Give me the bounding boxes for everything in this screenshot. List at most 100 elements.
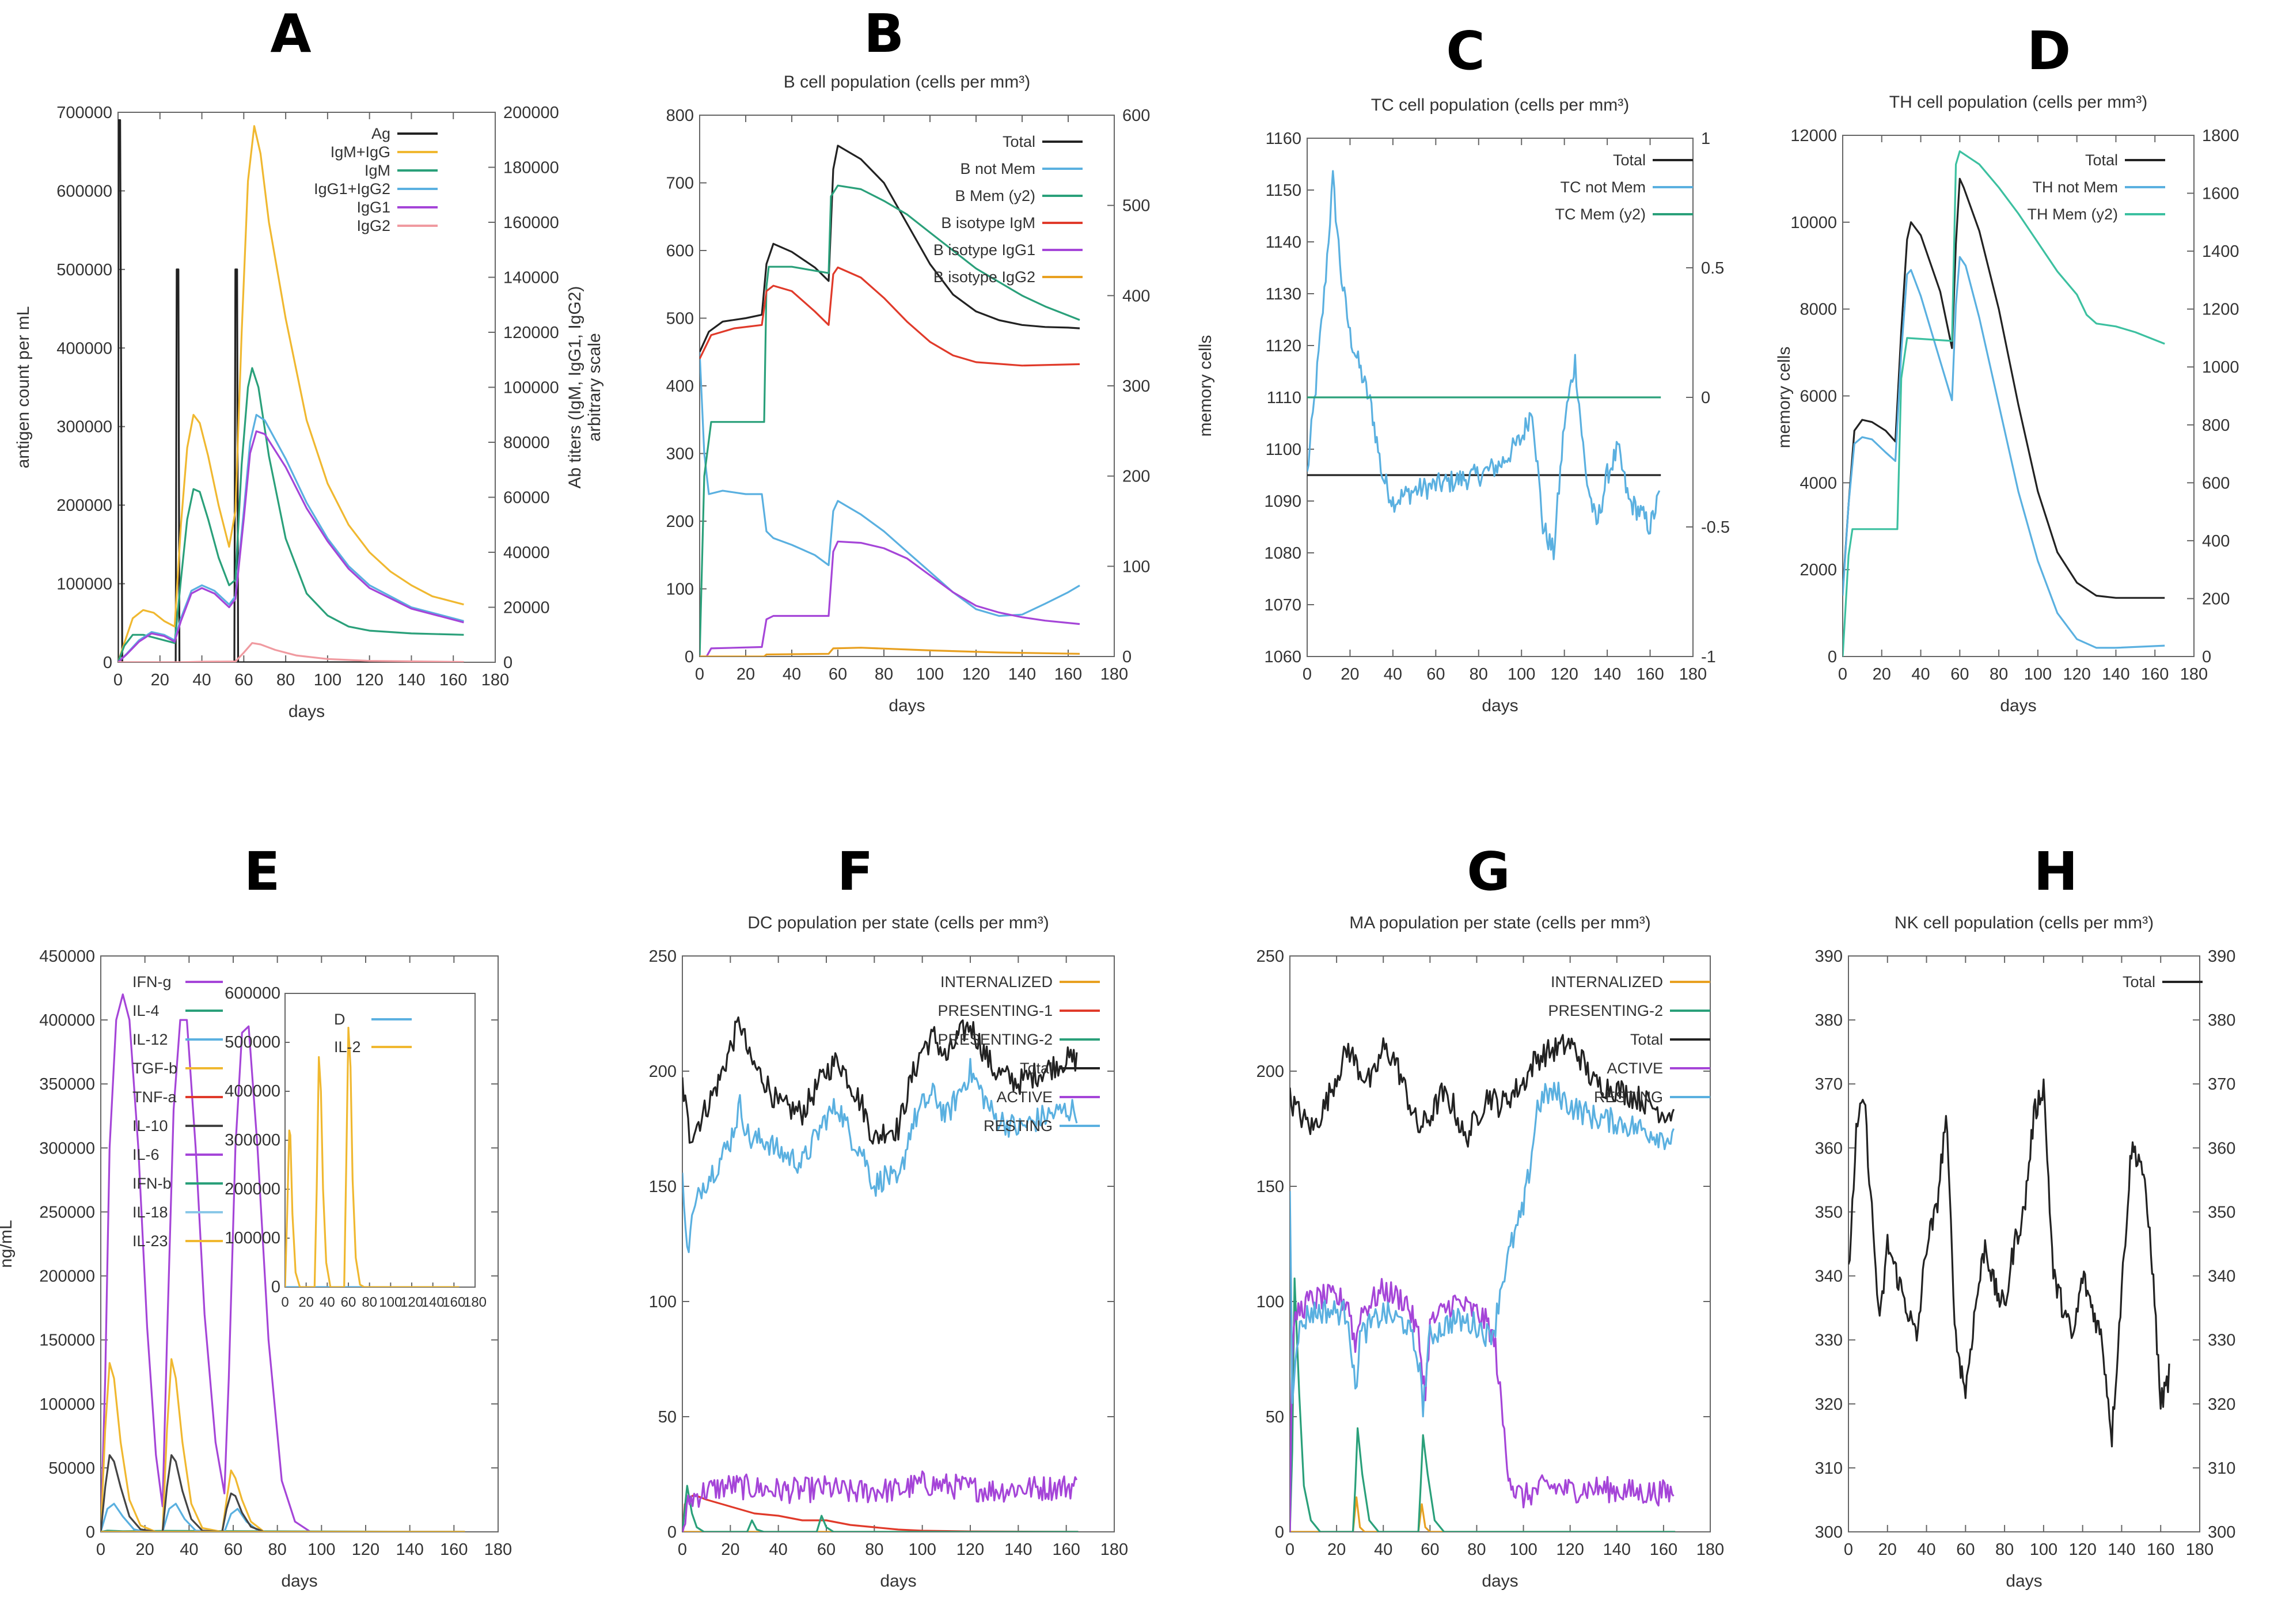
y-tick-label: 10000	[1790, 214, 1837, 232]
x-tick-label: 0	[96, 1540, 105, 1559]
y2-tick-label: 1000	[2202, 358, 2239, 377]
x-tick-label: 40	[1384, 665, 1402, 684]
y2-axis-label: memory cells	[1775, 347, 1794, 449]
y-tick-label: 350000	[39, 1075, 95, 1094]
x-tick-label: 100	[908, 1540, 936, 1559]
x-axis-label: days	[880, 1572, 916, 1591]
inset-x-tick-label: 160	[442, 1295, 465, 1310]
legend-label: PRESENTING-2	[1548, 1002, 1663, 1019]
y-tick-label: 310	[1815, 1459, 1843, 1478]
legend-label: IgG1	[356, 199, 390, 216]
y-tick-label: 200	[666, 513, 694, 531]
y2-tick-label: 380	[2208, 1011, 2235, 1030]
y-tick-label: 2000	[1800, 561, 1837, 579]
legend-label: IL-4	[132, 1002, 160, 1019]
y-tick-label: 300000	[56, 418, 112, 437]
x-tick-label: 120	[2063, 665, 2090, 684]
x-tick-label: 60	[1950, 665, 1969, 684]
x-tick-label: 80	[1990, 665, 2008, 684]
y2-tick-label: 200000	[503, 104, 559, 122]
y2-tick-label: 140000	[503, 269, 559, 287]
x-tick-label: 0	[678, 1540, 687, 1559]
x-tick-label: 160	[439, 671, 467, 689]
y-tick-label: 400000	[56, 339, 112, 358]
panel-title: TH cell population (cells per mm³)	[1889, 93, 2147, 112]
y-axis-label: ng/mL	[0, 1220, 16, 1268]
x-tick-label: 60	[817, 1540, 836, 1559]
legend-label: TNF-a	[132, 1088, 177, 1106]
series-line-b-isotype-igg2	[700, 647, 1080, 657]
x-axis-label: days	[281, 1572, 317, 1591]
series-line-igm-igg	[118, 125, 464, 662]
x-tick-label: 40	[783, 665, 801, 684]
panel-letter-c: C	[1446, 20, 1485, 82]
legend-label: B isotype IgG1	[933, 241, 1035, 259]
inset-legend-label: D	[334, 1011, 346, 1028]
panel-title: NK cell population (cells per mm³)	[1895, 913, 2154, 932]
x-tick-label: 60	[1426, 665, 1445, 684]
y2-tick-label: 1200	[2202, 301, 2239, 319]
y-tick-label: 250	[1256, 947, 1284, 966]
y2-tick-label: 1600	[2202, 185, 2239, 203]
x-tick-label: 20	[136, 1540, 154, 1559]
legend-label: B not Mem	[960, 160, 1035, 177]
y-tick-label: 400	[666, 377, 694, 396]
inset-frame	[284, 993, 476, 1288]
inset-y-tick-label: 400000	[225, 1082, 280, 1101]
series-line-igm	[118, 367, 464, 662]
y-tick-label: 0	[667, 1523, 677, 1542]
y2-tick-label: 300	[2208, 1523, 2235, 1542]
x-tick-label: 100	[314, 671, 341, 689]
inset-chart: 0 100000 200000 300000 400000 500000 600000 0 20…	[225, 984, 487, 1310]
y-tick-label: 50000	[48, 1459, 95, 1478]
y2-tick-label: 340	[2208, 1268, 2235, 1286]
inset-y-tick-label: 200000	[225, 1180, 280, 1198]
inset-y-tick-label: 500000	[225, 1033, 280, 1052]
y2-axis-label: arbitrary scale	[585, 333, 604, 441]
x-tick-label: 120	[1550, 665, 1578, 684]
legend-label: TGF-b	[132, 1060, 177, 1077]
y2-tick-label: 0	[1122, 648, 1132, 666]
y2-tick-label: 20000	[503, 599, 550, 617]
chart-panel-d: D TH cell population (cells per mm³) 0 20 40…	[1790, 20, 2239, 715]
panel-title: TC cell population (cells per mm³)	[1371, 96, 1629, 115]
x-tick-label: 140	[1008, 665, 1036, 684]
series-line-total	[1843, 177, 2165, 599]
y-tick-label: 450000	[39, 947, 95, 966]
plot-frame	[682, 955, 1115, 1532]
legend-label: IgM	[365, 162, 390, 179]
series-group	[1290, 1034, 1676, 1532]
x-tick-label: 140	[1593, 665, 1621, 684]
x-tick-label: 180	[484, 1540, 512, 1559]
y-tick-label: 100	[649, 1293, 677, 1311]
legend-label: ACTIVE	[996, 1088, 1053, 1106]
y-tick-label: 500000	[56, 261, 112, 279]
y2-tick-label: 1400	[2202, 242, 2239, 261]
y-axis-label: antigen count per mL	[14, 306, 33, 469]
y-tick-label: 370	[1815, 1075, 1843, 1094]
x-tick-label: 0	[695, 665, 704, 684]
x-tick-label: 140	[396, 1540, 423, 1559]
y2-tick-label: 0	[1701, 389, 1710, 407]
legend-label: Total	[1020, 1060, 1053, 1077]
panel-title: MA population per state (cells per mm³)	[1349, 913, 1651, 932]
series-group	[1843, 150, 2165, 657]
legend-label: IL-12	[132, 1031, 168, 1048]
y2-tick-label: 0	[503, 654, 512, 672]
panel-letter-h: H	[2034, 841, 2078, 902]
x-tick-label: 140	[1004, 1540, 1032, 1559]
panel-letter-b: B	[864, 3, 904, 64]
legend-label: IL-10	[132, 1117, 168, 1134]
x-tick-label: 180	[1696, 1540, 1724, 1559]
y-tick-label: 150	[1256, 1178, 1284, 1196]
panel-letter-g: G	[1467, 841, 1510, 902]
plot-frame	[1848, 955, 2200, 1532]
series-line-th-mem-y2-	[1843, 150, 2165, 657]
y-tick-label: 400000	[39, 1011, 95, 1030]
y-tick-label: 700000	[56, 104, 112, 122]
y2-tick-label: 350	[2208, 1203, 2235, 1221]
y-tick-label: 6000	[1800, 388, 1837, 406]
chart-panel-c: C TC cell population (cells per mm³) 0 20 40…	[1264, 20, 1794, 715]
y2-tick-label: 100	[1122, 557, 1150, 576]
x-tick-label: 140	[2108, 1540, 2135, 1559]
